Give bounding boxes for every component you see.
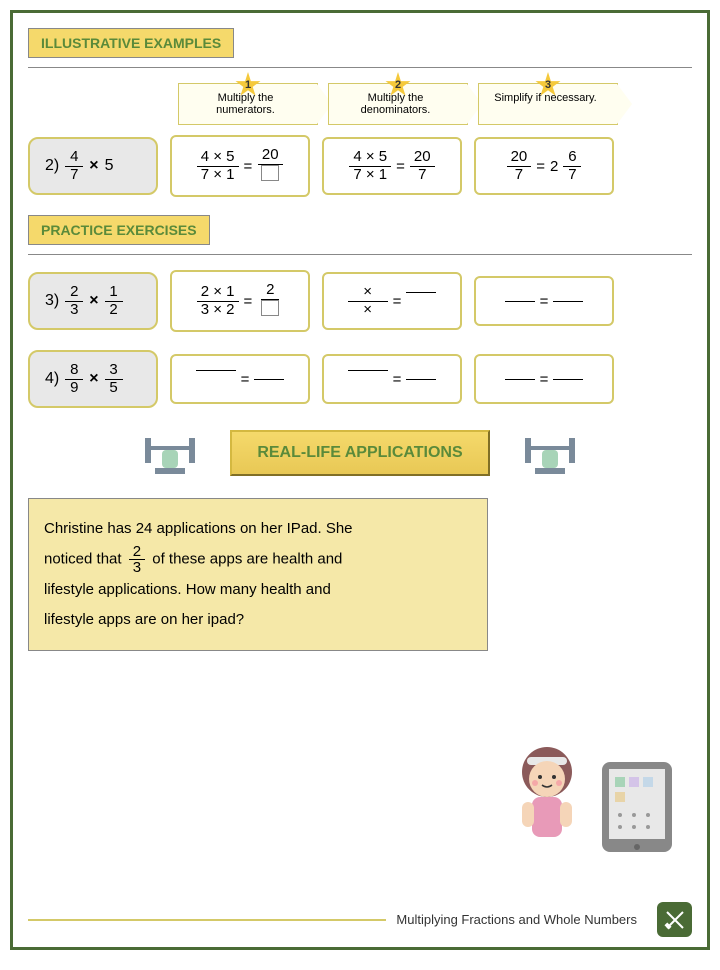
- fraction: 23: [65, 284, 83, 318]
- blank-line: [406, 379, 436, 380]
- fraction: 67: [563, 149, 581, 183]
- girl-icon: [502, 737, 592, 857]
- equals-sign: =: [393, 293, 402, 310]
- fraction: 4 × 57 × 1: [197, 149, 239, 183]
- fraction: 47: [65, 149, 83, 183]
- fraction: 2 × 13 × 2: [197, 284, 239, 318]
- problem-3-step1: 2 × 13 × 2 = 2: [170, 270, 310, 332]
- step-2-text: Multiply the denominators.: [361, 92, 431, 116]
- blank-box[interactable]: [261, 165, 279, 181]
- equals-sign: =: [540, 293, 549, 310]
- step-1-text: Multiply the numerators.: [216, 92, 275, 116]
- fraction: 207: [410, 149, 435, 183]
- equals-sign: =: [540, 371, 549, 388]
- gym-equipment-icon: [140, 428, 200, 478]
- equals-sign: =: [536, 158, 545, 175]
- fraction: 2: [257, 282, 283, 320]
- multiply-sign: ×: [89, 157, 98, 175]
- problem-4-step1[interactable]: =: [170, 354, 310, 404]
- blank-fraction: × ×: [348, 284, 388, 318]
- equals-sign: =: [244, 158, 253, 175]
- word-line-2: noticed that 23 of these apps are health…: [44, 544, 472, 575]
- step-2-box: 2 Multiply the denominators.: [328, 83, 468, 125]
- problem-2-row: 2) 47 × 5 4 × 57 × 1 = 20 4 × 57 × 1 = 2…: [28, 135, 692, 197]
- problem-2-step3: 207 = 2 67: [474, 137, 614, 195]
- mixed-whole: 2: [550, 158, 558, 175]
- steps-row: 1 Multiply the numerators. 2 Multiply th…: [178, 83, 692, 125]
- blank-box[interactable]: [261, 300, 279, 316]
- section-header-illustrative: ILLUSTRATIVE EXAMPLES: [28, 28, 234, 58]
- blank-fraction: [196, 370, 236, 388]
- word-line-1: Christine has 24 applications on her IPa…: [44, 514, 472, 544]
- footer-title: Multiplying Fractions and Whole Numbers: [386, 912, 647, 927]
- problem-4-step2[interactable]: =: [322, 354, 462, 404]
- section-header-reallife: REAL-LIFE APPLICATIONS: [230, 430, 489, 476]
- fraction: 89: [65, 362, 83, 396]
- tablet-icon: [597, 757, 677, 857]
- problem-4-step3[interactable]: =: [474, 354, 614, 404]
- equals-sign: =: [244, 293, 253, 310]
- multiply-sign: ×: [89, 370, 98, 388]
- equals-sign: =: [396, 158, 405, 175]
- blank-line: [553, 379, 583, 380]
- problem-2-step2: 4 × 57 × 1 = 207: [322, 137, 462, 195]
- word-line-4: lifestyle apps are on her ipad?: [44, 605, 472, 635]
- section-header-practice: PRACTICE EXERCISES: [28, 215, 210, 245]
- girl-tablet-illustration: [502, 737, 677, 857]
- worksheet-page: ILLUSTRATIVE EXAMPLES 1 Multiply the num…: [10, 10, 710, 950]
- blank-line: [505, 379, 535, 380]
- page-footer: Multiplying Fractions and Whole Numbers: [28, 902, 692, 937]
- problem-3-row: 3) 23 × 12 2 × 13 × 2 = 2 × × = =: [28, 270, 692, 332]
- problem-2-step1: 4 × 57 × 1 = 20: [170, 135, 310, 197]
- whole-number: 5: [105, 157, 114, 175]
- word-line-3: lifestyle applications. How many health …: [44, 575, 472, 605]
- fraction: 207: [507, 149, 532, 183]
- fraction: 12: [105, 284, 123, 318]
- blank-line: [254, 379, 284, 380]
- footer-divider: [28, 919, 386, 921]
- inline-fraction: 23: [129, 544, 145, 575]
- problem-3-step2[interactable]: × × =: [322, 272, 462, 330]
- prob-label: 2): [45, 157, 59, 175]
- prob-label: 4): [45, 370, 59, 388]
- step-3-text: Simplify if necessary.: [494, 92, 597, 104]
- fraction: 35: [105, 362, 123, 396]
- problem-4-statement: 4) 89 × 35: [28, 350, 158, 408]
- real-life-row: REAL-LIFE APPLICATIONS: [28, 428, 692, 478]
- gym-equipment-icon: [520, 428, 580, 478]
- problem-4-row: 4) 89 × 35 = = =: [28, 350, 692, 408]
- blank-fraction: [406, 292, 436, 310]
- problem-2-statement: 2) 47 × 5: [28, 137, 158, 195]
- fraction: 20: [257, 147, 283, 185]
- blank-line: [553, 301, 583, 302]
- fraction: 4 × 57 × 1: [349, 149, 391, 183]
- equals-sign: =: [393, 371, 402, 388]
- word-problem-box: Christine has 24 applications on her IPa…: [28, 498, 488, 651]
- divider: [28, 254, 692, 255]
- step-3-box: 3 Simplify if necessary.: [478, 83, 618, 125]
- multiply-sign: ×: [89, 292, 98, 310]
- blank-fraction: [348, 370, 388, 388]
- equals-sign: =: [241, 371, 250, 388]
- step-1-box: 1 Multiply the numerators.: [178, 83, 318, 125]
- problem-3-statement: 3) 23 × 12: [28, 272, 158, 330]
- problem-3-step3[interactable]: =: [474, 276, 614, 326]
- prob-label: 3): [45, 292, 59, 310]
- pencil-ruler-icon: [657, 902, 692, 937]
- blank-line: [505, 301, 535, 302]
- divider: [28, 67, 692, 68]
